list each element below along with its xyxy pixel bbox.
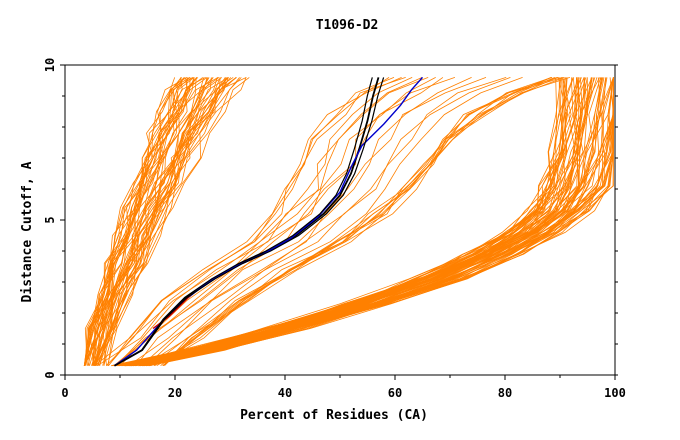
model-line — [116, 77, 456, 366]
model-line — [127, 77, 579, 367]
model-line — [83, 77, 197, 366]
model-line — [83, 77, 194, 366]
model-line — [117, 77, 574, 367]
x-tick-label: 20 — [168, 386, 182, 400]
model-line — [145, 77, 614, 367]
model-line — [135, 77, 472, 366]
x-tick-label: 0 — [61, 386, 68, 400]
model-line — [163, 77, 559, 367]
y-tick-label: 0 — [43, 371, 57, 378]
highlight-line — [114, 77, 385, 367]
model-line — [153, 77, 552, 367]
model-line — [84, 77, 182, 366]
model-line — [107, 77, 250, 366]
model-line — [143, 77, 614, 367]
series-layer — [83, 76, 614, 367]
model-line — [118, 77, 583, 367]
y-axis-label: Distance Cutoff, A — [20, 161, 35, 302]
model-line — [163, 77, 563, 366]
model-line — [118, 77, 580, 367]
x-axis-label: Percent of Residues (CA) — [240, 408, 428, 423]
model-line — [141, 77, 507, 366]
model-line — [119, 77, 444, 366]
model-line — [97, 77, 406, 367]
model-line — [134, 77, 614, 367]
model-line — [103, 77, 247, 366]
y-tick-label: 5 — [43, 216, 57, 223]
y-tick-label: 10 — [43, 58, 57, 72]
model-line — [128, 77, 604, 367]
model-line — [130, 77, 587, 367]
model-line — [85, 77, 176, 366]
x-tick-label: 100 — [604, 386, 626, 400]
model-line — [154, 77, 553, 367]
model-line — [83, 77, 183, 366]
model-line — [115, 77, 429, 366]
model-line — [92, 77, 195, 366]
model-line — [127, 77, 564, 367]
x-tick-label: 60 — [388, 386, 402, 400]
model-line — [143, 77, 523, 367]
x-tick-label: 40 — [278, 386, 292, 400]
model-line — [107, 77, 413, 366]
model-line — [113, 77, 423, 367]
model-line — [125, 77, 568, 367]
model-line — [105, 77, 395, 366]
model-line — [93, 77, 228, 366]
model-line — [150, 77, 552, 367]
highlight-line — [114, 77, 373, 367]
model-line — [113, 77, 574, 367]
model-line — [124, 77, 567, 367]
model-line — [103, 77, 226, 366]
x-tick-label: 80 — [498, 386, 512, 400]
model-line — [162, 77, 558, 367]
model-line — [146, 77, 511, 366]
model-line — [95, 77, 237, 366]
highlight-line — [152, 293, 192, 330]
axis-layer: 0 20 40 60 80 100 0 5 10 — [43, 58, 626, 400]
chart-title: T1096-D2 — [316, 18, 379, 33]
model-line — [83, 77, 197, 366]
model-line — [83, 77, 190, 366]
model-line — [125, 77, 580, 367]
model-line — [96, 77, 227, 366]
model-line — [98, 77, 221, 366]
model-line — [160, 77, 571, 367]
